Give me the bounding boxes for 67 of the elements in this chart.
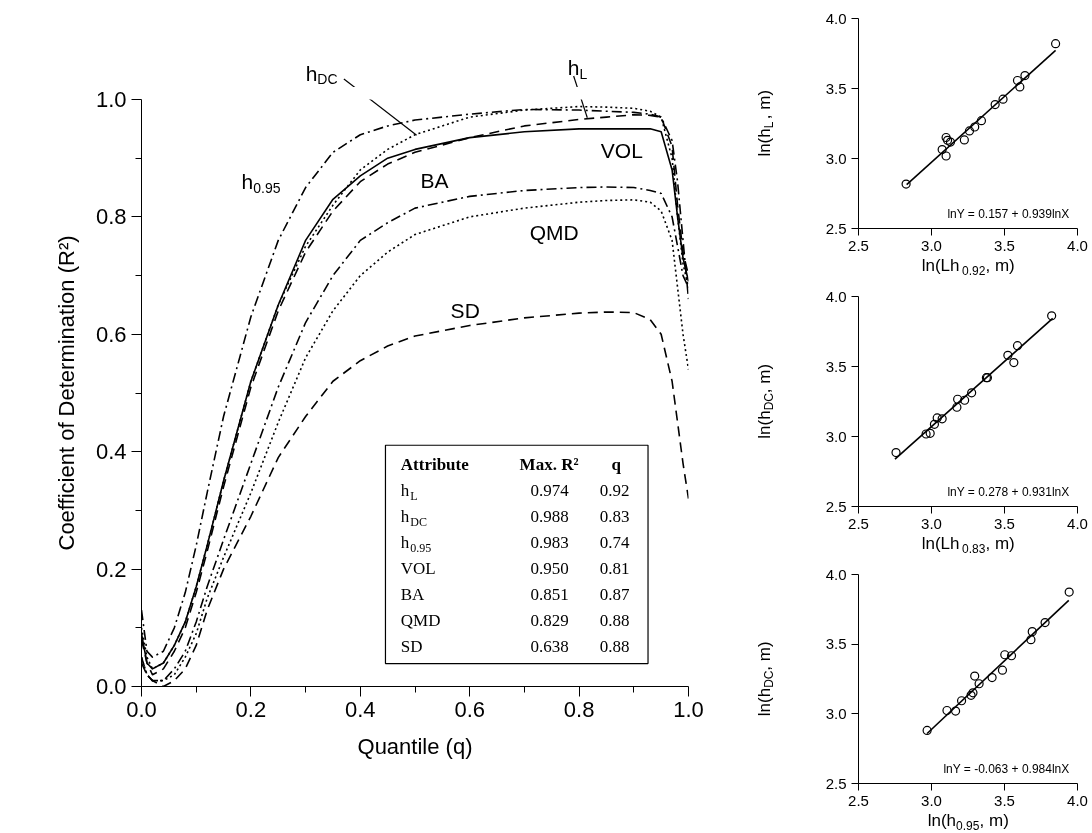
x-tick-label: 4.0 [1067, 791, 1088, 809]
y-axis-title: Coefficient of Determination (R²) [53, 235, 79, 551]
y-tick-label: 1.0 [95, 87, 127, 112]
annotation: Attribute [400, 455, 470, 475]
x-tick-label: 0.2 [235, 696, 267, 722]
x-tick-label: 0.0 [126, 696, 157, 722]
y-tick-label: 0.4 [95, 439, 127, 465]
annotation: 0.638 [530, 637, 569, 657]
x-tick-label: 1.0 [673, 696, 704, 722]
x-tick-label: 3.5 [994, 791, 1015, 809]
annotation: 0.74 [599, 533, 631, 553]
annotation: 0.81 [599, 559, 630, 579]
annotation: Max. R² [519, 455, 579, 475]
annotation: 0.983 [530, 533, 569, 553]
y-tick-label: 3.5 [825, 357, 847, 375]
x-tick-label: 3.5 [994, 236, 1015, 254]
series-label: QMD [529, 221, 579, 245]
y-axis-title: ln(hDC, m) [754, 363, 777, 439]
annotation: lnY = -0.063 + 0.984lnX [943, 761, 1070, 776]
x-tick-label: 4.0 [1067, 514, 1088, 532]
annotation: lnY = 0.157 + 0.939lnX [947, 206, 1070, 221]
x-tick-label: 2.5 [848, 514, 869, 532]
y-tick-label: 2.5 [825, 219, 847, 237]
y-tick-label: 0.8 [95, 204, 127, 230]
x-tick-label: 2.5 [848, 791, 869, 809]
y-tick-label: 2.5 [825, 774, 847, 792]
annotation: QMD [400, 611, 441, 631]
annotation: lnY = 0.278 + 0.931lnX [947, 484, 1070, 499]
x-tick-label: 3.0 [921, 236, 942, 254]
x-tick-label: 2.5 [848, 236, 869, 254]
y-tick-label: 3.5 [825, 635, 847, 653]
legend-label: VOL [600, 139, 643, 163]
x-tick-label: 0.6 [454, 696, 485, 722]
x-axis-title: Quantile (q) [357, 733, 473, 759]
annotation: 0.92 [599, 481, 630, 501]
y-tick-label: 4.0 [825, 9, 847, 27]
annotation: VOL [400, 559, 436, 579]
y-tick-label: 0.2 [95, 556, 127, 582]
annotation: 0.88 [599, 611, 630, 631]
y-tick-label: 0.6 [95, 321, 127, 347]
series-label: BA [420, 169, 449, 193]
x-tick-label: 0.8 [563, 696, 595, 722]
x-tick-label: 3.0 [921, 514, 942, 532]
annotation: 0.974 [530, 481, 570, 501]
y-tick-label: 3.0 [825, 427, 847, 445]
x-tick-label: 0.4 [345, 696, 376, 722]
annotation: 0.83 [599, 507, 630, 527]
y-tick-label: 4.0 [825, 287, 847, 305]
y-tick-label: 2.5 [825, 497, 847, 515]
x-tick-label: 3.5 [994, 514, 1015, 532]
series-label: SD [450, 299, 480, 323]
x-tick-label: 4.0 [1067, 236, 1088, 254]
annotation: 0.988 [530, 507, 569, 527]
annotation: 0.88 [599, 637, 630, 657]
annotation: BA [400, 585, 426, 605]
y-tick-label: 4.0 [825, 565, 847, 583]
y-tick-label: 3.5 [825, 79, 847, 97]
y-tick-label: 3.0 [825, 149, 847, 167]
annotation: 0.851 [530, 585, 569, 605]
y-axis-title: ln(hL, m) [754, 89, 777, 157]
x-tick-label: 3.0 [921, 791, 942, 809]
y-tick-label: 0.0 [95, 674, 127, 699]
annotation: q [611, 455, 622, 475]
annotation: 0.87 [599, 585, 631, 605]
annotation: SD [400, 637, 423, 657]
annotation: 0.950 [530, 559, 569, 579]
annotation: 0.829 [530, 611, 569, 631]
